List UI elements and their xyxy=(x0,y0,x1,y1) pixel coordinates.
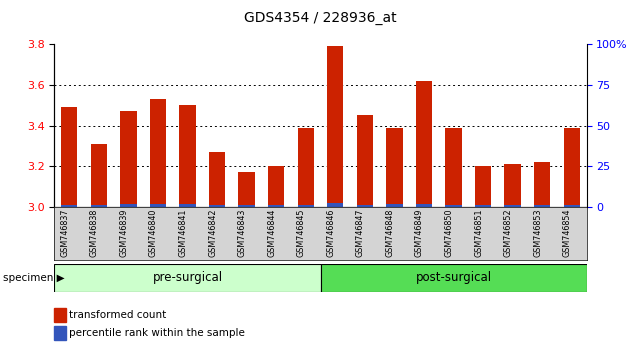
Bar xyxy=(563,128,580,207)
Bar xyxy=(61,205,78,207)
Text: GSM746843: GSM746843 xyxy=(238,208,247,257)
Text: GSM746846: GSM746846 xyxy=(326,208,335,257)
Bar xyxy=(534,205,551,207)
Bar xyxy=(179,204,196,207)
Bar xyxy=(90,144,107,207)
Text: GSM746842: GSM746842 xyxy=(208,208,217,257)
Bar xyxy=(150,99,166,207)
Text: GSM746840: GSM746840 xyxy=(149,208,158,257)
Text: GSM746844: GSM746844 xyxy=(267,208,276,257)
Text: GSM746854: GSM746854 xyxy=(563,208,572,257)
Bar xyxy=(90,205,107,207)
Bar xyxy=(297,205,314,207)
Bar xyxy=(327,46,344,207)
Bar xyxy=(209,205,225,207)
Bar xyxy=(327,203,344,207)
Bar xyxy=(563,205,580,207)
Bar xyxy=(61,107,78,207)
Text: GSM746839: GSM746839 xyxy=(119,208,128,257)
Text: post-surgical: post-surgical xyxy=(415,272,492,284)
Bar xyxy=(356,205,373,207)
Bar xyxy=(504,164,520,207)
Bar xyxy=(387,128,403,207)
Text: GSM746845: GSM746845 xyxy=(297,208,306,257)
Text: GSM746851: GSM746851 xyxy=(474,208,483,257)
Bar xyxy=(504,205,520,207)
Bar xyxy=(238,172,254,207)
Bar xyxy=(150,204,166,207)
Bar xyxy=(445,128,462,207)
Bar xyxy=(209,152,225,207)
Bar xyxy=(121,112,137,207)
Bar xyxy=(387,204,403,207)
Bar xyxy=(179,105,196,207)
Text: GSM746850: GSM746850 xyxy=(444,208,453,257)
Bar xyxy=(320,264,587,292)
Bar xyxy=(297,128,314,207)
Bar xyxy=(238,205,254,207)
Bar xyxy=(475,166,491,207)
Bar xyxy=(416,204,432,207)
Text: pre-surgical: pre-surgical xyxy=(153,272,222,284)
Text: GSM746853: GSM746853 xyxy=(533,208,542,257)
Bar xyxy=(268,205,285,207)
Bar xyxy=(54,264,320,292)
Text: GSM746848: GSM746848 xyxy=(385,208,394,257)
Text: percentile rank within the sample: percentile rank within the sample xyxy=(69,328,245,338)
Bar xyxy=(356,115,373,207)
Text: transformed count: transformed count xyxy=(69,310,167,320)
Text: GSM746852: GSM746852 xyxy=(504,208,513,257)
Text: specimen ▶: specimen ▶ xyxy=(3,273,65,283)
Bar xyxy=(268,166,285,207)
Bar xyxy=(534,162,551,207)
Text: GSM746847: GSM746847 xyxy=(356,208,365,257)
Text: GSM746841: GSM746841 xyxy=(178,208,188,257)
Bar xyxy=(121,204,137,207)
Bar xyxy=(416,81,432,207)
Text: GDS4354 / 228936_at: GDS4354 / 228936_at xyxy=(244,11,397,25)
Text: GSM746849: GSM746849 xyxy=(415,208,424,257)
Bar xyxy=(445,205,462,207)
Text: GSM746837: GSM746837 xyxy=(60,208,69,257)
Bar xyxy=(475,205,491,207)
Text: GSM746838: GSM746838 xyxy=(90,208,99,257)
